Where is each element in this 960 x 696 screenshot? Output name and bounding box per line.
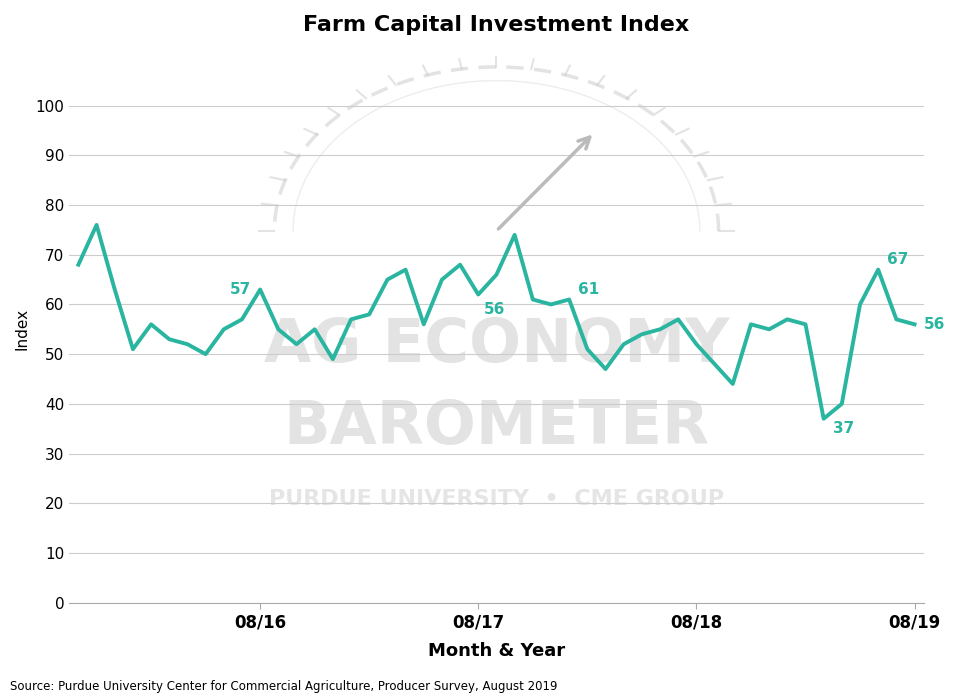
Text: Source: Purdue University Center for Commercial Agriculture, Producer Survey, Au: Source: Purdue University Center for Com… [10,679,557,693]
Text: AG ECONOMY: AG ECONOMY [264,316,730,375]
Text: 61: 61 [578,282,599,297]
Text: PURDUE UNIVERSITY  •  CME GROUP: PURDUE UNIVERSITY • CME GROUP [269,489,724,509]
Text: 57: 57 [229,282,252,297]
Title: Farm Capital Investment Index: Farm Capital Investment Index [303,15,689,35]
Text: 67: 67 [887,252,909,267]
Text: 37: 37 [832,421,854,436]
Y-axis label: Index: Index [15,308,30,350]
Text: BAROMETER: BAROMETER [283,398,709,457]
Text: 56: 56 [924,317,945,332]
X-axis label: Month & Year: Month & Year [428,642,565,660]
Text: 56: 56 [484,302,505,317]
